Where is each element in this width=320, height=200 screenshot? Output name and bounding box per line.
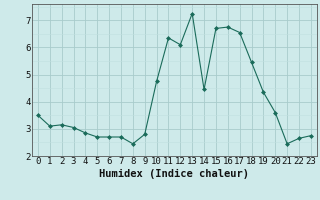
X-axis label: Humidex (Indice chaleur): Humidex (Indice chaleur) — [100, 169, 249, 179]
